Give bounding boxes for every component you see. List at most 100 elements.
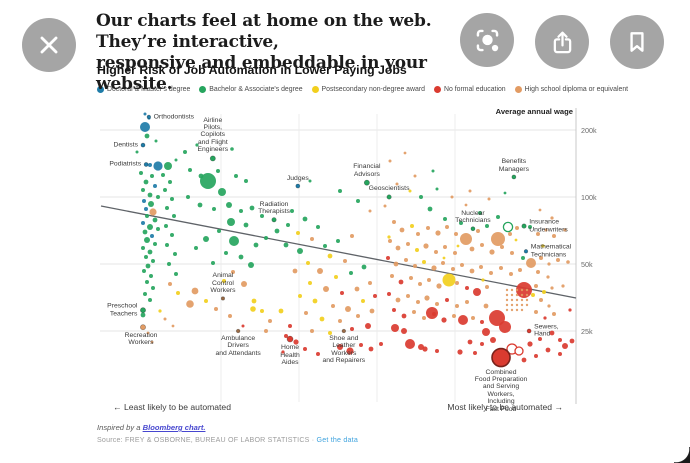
chart-title: Higher Risk of Job Automation in Lower P… <box>97 63 407 77</box>
data-point <box>549 330 555 336</box>
data-point <box>154 139 158 143</box>
data-point <box>343 259 347 263</box>
labeled-data-point <box>220 296 226 301</box>
data-point <box>217 229 221 233</box>
data-point <box>427 278 431 282</box>
data-point <box>365 323 371 329</box>
data-point <box>368 346 374 352</box>
data-point <box>536 270 540 274</box>
data-point <box>316 225 320 229</box>
data-point <box>284 334 288 338</box>
data-point <box>478 211 482 215</box>
data-point <box>356 199 360 203</box>
labeled-data-point <box>143 162 149 167</box>
legend-label: Bachelor & Associate's degree <box>209 86 303 93</box>
data-point <box>151 259 155 263</box>
bloomberg-link[interactable]: Bloomberg chart. <box>142 423 206 432</box>
data-point <box>244 179 248 183</box>
data-point <box>455 281 459 285</box>
data-point <box>431 169 435 173</box>
data-point <box>228 314 232 318</box>
data-point <box>451 267 455 271</box>
data-point <box>473 288 481 296</box>
data-point <box>186 300 194 308</box>
data-point <box>528 225 532 229</box>
data-point <box>443 245 447 249</box>
legend-item[interactable]: Doctoral & Master's degree <box>97 86 190 93</box>
data-point <box>387 235 391 239</box>
data-point <box>323 244 327 248</box>
data-point <box>306 261 310 265</box>
legend-item[interactable]: No formal education <box>433 86 506 93</box>
data-point <box>167 262 171 266</box>
data-point <box>473 351 477 355</box>
data-point <box>422 316 426 320</box>
close-button[interactable] <box>22 18 76 72</box>
labeled-data-point <box>295 183 301 189</box>
data-point <box>387 292 391 296</box>
data-point <box>310 329 314 333</box>
data-point <box>144 133 150 139</box>
lens-search-button[interactable] <box>460 13 514 67</box>
data-point <box>368 209 372 213</box>
data-point <box>319 316 325 322</box>
data-point <box>195 143 199 147</box>
share-button[interactable] <box>535 15 589 69</box>
data-point <box>401 328 407 334</box>
legend-label: High school diploma or equivalent <box>524 86 629 93</box>
data-point <box>487 197 491 201</box>
data-point <box>153 184 157 188</box>
data-point <box>142 199 146 203</box>
data-point <box>552 312 556 316</box>
data-point <box>308 179 312 183</box>
labeled-data-point <box>140 307 146 314</box>
close-icon <box>36 32 62 58</box>
data-point <box>264 329 268 333</box>
data-point <box>234 174 238 178</box>
data-point <box>515 226 519 230</box>
credit-prefix: Inspired by a <box>97 423 143 432</box>
data-point <box>552 234 556 238</box>
data-point <box>141 188 145 192</box>
data-point <box>510 288 514 292</box>
data-point <box>520 288 524 292</box>
legend-item[interactable]: Postsecondary non-degree award <box>311 86 425 93</box>
data-point <box>464 203 468 207</box>
data-point <box>390 274 394 278</box>
data-point <box>218 188 226 196</box>
data-point <box>393 261 399 267</box>
legend-item[interactable]: High school diploma or equivalent <box>514 86 629 93</box>
data-point <box>534 310 538 314</box>
data-point <box>150 174 154 178</box>
get-the-data-link[interactable]: Get the data <box>316 436 358 444</box>
data-point <box>176 291 180 295</box>
data-point <box>443 217 447 221</box>
data-point <box>441 317 447 323</box>
labeled-data-point <box>511 174 517 180</box>
data-point <box>143 112 147 116</box>
source-text: Source: FREY & OSBORNE, BUREAU OF LABOR … <box>97 436 310 444</box>
data-point <box>286 223 290 227</box>
data-point <box>395 245 401 251</box>
data-point <box>388 239 392 243</box>
bookmark-icon <box>624 29 650 55</box>
data-point <box>520 293 524 297</box>
data-point <box>434 250 438 254</box>
data-point <box>149 208 157 216</box>
data-point <box>388 159 392 163</box>
data-point <box>483 303 489 309</box>
legend-item[interactable]: Bachelor & Associate's degree <box>199 86 303 93</box>
data-point <box>197 202 203 208</box>
data-point <box>147 249 153 255</box>
credit-line: Inspired by a Bloomberg chart. <box>97 423 205 432</box>
data-point <box>174 158 178 162</box>
data-point <box>510 251 514 255</box>
data-point <box>408 189 412 193</box>
data-point <box>431 265 437 271</box>
data-point <box>392 308 396 312</box>
data-point <box>148 298 152 302</box>
data-point <box>165 243 169 247</box>
data-point <box>422 260 426 264</box>
bookmark-button[interactable] <box>610 15 664 69</box>
data-point <box>303 347 307 351</box>
